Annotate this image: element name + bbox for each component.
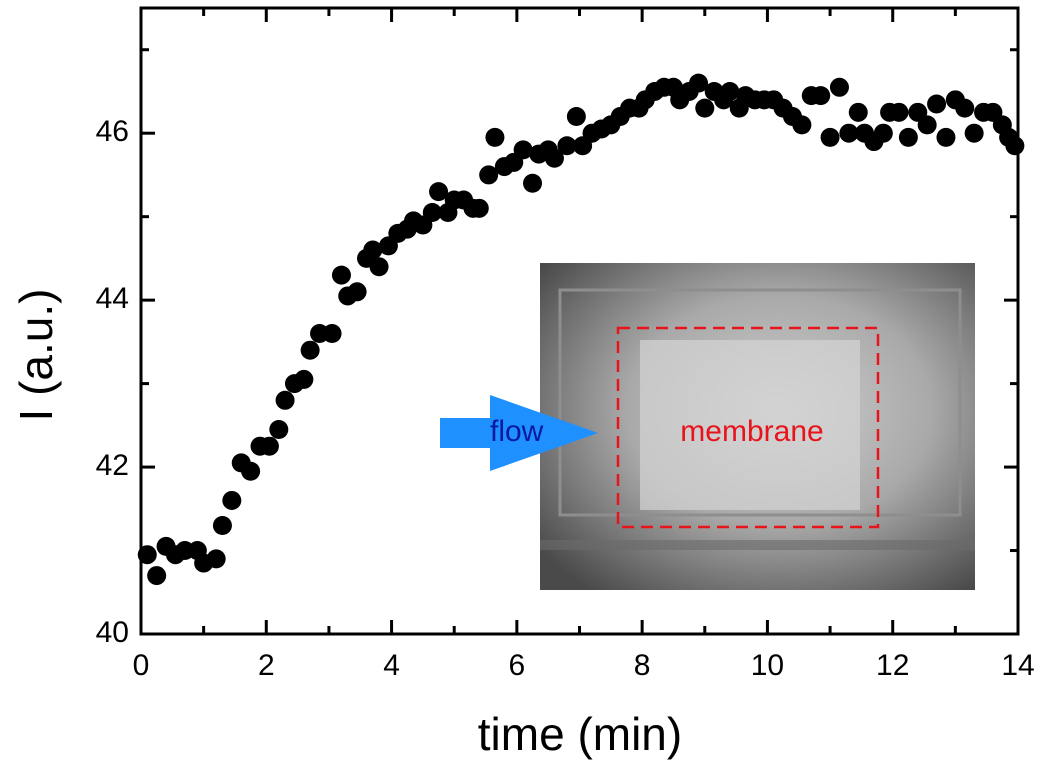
- data-point: [275, 390, 295, 410]
- data-point: [422, 202, 442, 222]
- membrane-area: [640, 340, 860, 510]
- x-tick-label: 12: [876, 649, 909, 682]
- data-point: [720, 81, 740, 101]
- data-point: [369, 257, 389, 277]
- data-point: [363, 240, 383, 260]
- data-point: [936, 127, 956, 147]
- data-point: [566, 107, 586, 127]
- data-point: [848, 102, 868, 122]
- data-point: [917, 115, 937, 135]
- inset-image: flow membrane: [440, 263, 975, 590]
- data-point: [347, 282, 367, 302]
- data-point: [147, 566, 167, 586]
- data-point: [829, 77, 849, 97]
- x-axis-label: time (min): [478, 708, 682, 760]
- data-point: [689, 73, 709, 93]
- data-point: [523, 173, 543, 193]
- data-point: [269, 420, 289, 440]
- x-tick-label: 4: [383, 649, 400, 682]
- y-tick-label: 40: [96, 616, 129, 649]
- x-tick-label: 10: [751, 649, 784, 682]
- data-point: [873, 123, 893, 143]
- x-tick-label: 6: [509, 649, 526, 682]
- data-point: [695, 98, 715, 118]
- x-tick-label: 8: [634, 649, 651, 682]
- data-point: [1005, 136, 1025, 156]
- flow-label: flow: [490, 415, 544, 448]
- y-axis-label: I (a.u.): [10, 289, 62, 422]
- y-tick-label: 42: [96, 449, 129, 482]
- plot-frame: [139, 6, 1020, 636]
- data-point: [964, 123, 984, 143]
- x-tick-label: 14: [1001, 649, 1034, 682]
- data-point: [544, 148, 564, 168]
- y-tick-label: 46: [96, 115, 129, 148]
- x-tick-label: 0: [133, 649, 150, 682]
- data-point: [792, 115, 812, 135]
- data-point: [206, 549, 226, 569]
- membrane-box: [616, 326, 880, 529]
- flow-arrow: [440, 395, 598, 471]
- data-point: [259, 436, 279, 456]
- membrane-label: membrane: [680, 415, 823, 448]
- data-point: [429, 182, 449, 202]
- channel-edge: [540, 540, 975, 550]
- channel-outline: [558, 288, 962, 517]
- data-point: [300, 340, 320, 360]
- data-point: [469, 198, 489, 218]
- data-point: [898, 127, 918, 147]
- data-point: [557, 136, 577, 156]
- x-tick-label: 2: [258, 649, 275, 682]
- data-point: [479, 165, 499, 185]
- data-point: [294, 369, 314, 389]
- data-point: [927, 94, 947, 114]
- data-point: [241, 461, 261, 481]
- data-point: [485, 127, 505, 147]
- data-point: [322, 324, 342, 344]
- y-tick-label: 44: [96, 282, 129, 315]
- data-point: [889, 102, 909, 122]
- data-point: [955, 98, 975, 118]
- data-point: [222, 490, 242, 510]
- data-point: [331, 265, 351, 285]
- data-point: [820, 127, 840, 147]
- data-point: [839, 123, 859, 143]
- data-point: [513, 140, 533, 160]
- data-point: [811, 86, 831, 106]
- data-point: [212, 515, 232, 535]
